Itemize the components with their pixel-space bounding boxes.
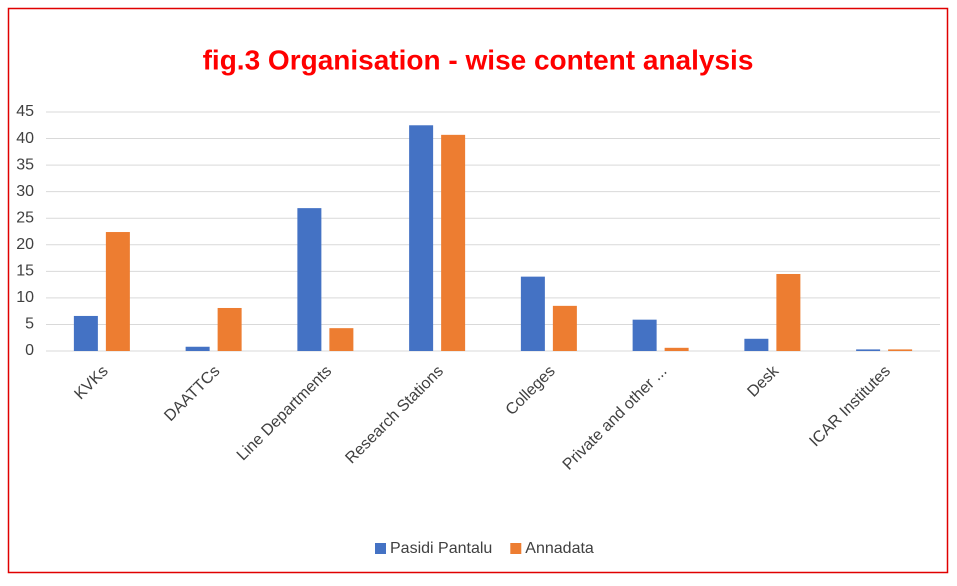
bar — [664, 347, 689, 351]
chart-title: fig.3 Organisation - wise content analys… — [203, 44, 754, 75]
bar — [520, 276, 545, 351]
y-tick-label: 20 — [16, 236, 34, 253]
y-tick-label: 45 — [16, 103, 34, 120]
y-tick-label: 30 — [16, 183, 34, 200]
y-tick-label: 35 — [16, 156, 34, 173]
bar — [776, 273, 801, 351]
bar — [217, 307, 242, 351]
bar — [744, 338, 769, 351]
legend-label: Pasidi Pantalu — [390, 540, 492, 557]
y-tick-label: 5 — [25, 316, 34, 333]
bar — [856, 349, 881, 351]
bar — [329, 328, 354, 351]
legend-label: Annadata — [525, 540, 594, 557]
bar — [297, 208, 322, 351]
bar — [441, 134, 466, 351]
bar — [632, 319, 657, 351]
y-tick-label: 15 — [16, 263, 34, 280]
y-tick-label: 0 — [25, 342, 34, 359]
bar — [185, 346, 210, 351]
bar — [888, 349, 913, 351]
y-tick-label: 10 — [16, 289, 34, 306]
bar — [105, 232, 130, 351]
bar — [409, 125, 434, 352]
legend-swatch — [375, 543, 386, 554]
y-tick-label: 40 — [16, 130, 34, 147]
bar — [552, 305, 577, 351]
bar — [73, 315, 98, 351]
legend-swatch — [510, 543, 522, 554]
chart-border — [7, 7, 949, 574]
y-tick-label: 25 — [16, 209, 34, 226]
